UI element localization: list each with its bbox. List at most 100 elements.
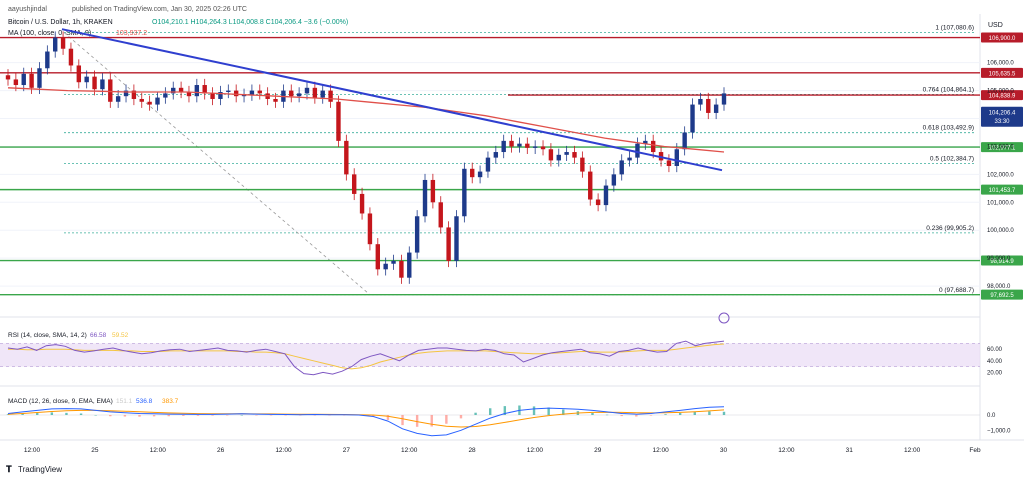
rsi-tick-label: 60.00 xyxy=(987,347,1003,353)
candle-body xyxy=(572,152,577,158)
level-badge xyxy=(981,90,1023,101)
macd-histogram-bar xyxy=(211,415,214,416)
macd-histogram-bar xyxy=(489,408,492,415)
candle-body xyxy=(359,193,365,214)
macd-histogram-bar xyxy=(123,415,127,417)
candle-body xyxy=(53,37,58,52)
macd-histogram-bar xyxy=(50,412,54,415)
macd-histogram-bar xyxy=(109,415,112,417)
candle-body xyxy=(351,174,357,194)
macd-histogram-bar xyxy=(664,414,667,415)
candle-body xyxy=(462,168,467,217)
candle-body xyxy=(383,263,388,270)
candle-body xyxy=(674,149,679,166)
symbol-title[interactable]: Bitcoin / U.S. Dollar, 1h, KRAKEN xyxy=(8,19,113,26)
time-tick-label: 12:00 xyxy=(904,447,921,454)
macd-histogram-bar xyxy=(79,413,83,415)
trendline[interactable] xyxy=(61,28,723,172)
macd-histogram-bar xyxy=(635,415,638,417)
candle-body xyxy=(257,90,262,94)
candle-body xyxy=(202,85,207,94)
macd-histogram-bar xyxy=(547,407,550,415)
price-tick-label: 101,000.0 xyxy=(987,200,1014,206)
candle-body xyxy=(178,87,184,92)
candle-body xyxy=(76,65,82,83)
rsi-title[interactable]: RSI (14, close, SMA, 14, 2) xyxy=(8,332,87,339)
candle-body xyxy=(698,98,703,105)
candle-body xyxy=(218,92,223,99)
candle-body xyxy=(45,51,50,69)
candle-body xyxy=(21,73,26,86)
macd-histogram-bar xyxy=(313,415,317,416)
macd-histogram-bar xyxy=(328,415,331,416)
macd-histogram-bar xyxy=(415,415,419,427)
candle-body xyxy=(611,174,617,186)
candle-body xyxy=(517,143,522,147)
macd-histogram-bar xyxy=(562,409,565,415)
macd-tick-label: 0.0 xyxy=(987,413,996,419)
alert-icon[interactable] xyxy=(718,312,730,324)
macd-histogram-bar xyxy=(65,412,68,415)
tradingview-logo[interactable]: 𝐓 TradingView xyxy=(6,464,62,474)
candle-body xyxy=(312,87,318,98)
macd-signal-value: 383.7 xyxy=(162,398,179,405)
candle-body xyxy=(375,244,381,270)
rsi-tick-label: 40.00 xyxy=(987,359,1003,365)
bearish-trendline[interactable] xyxy=(61,28,723,172)
macd-histogram-bar xyxy=(503,406,507,415)
candles xyxy=(5,31,727,284)
time-tick-label: 30 xyxy=(720,447,728,454)
candle-body xyxy=(603,185,609,206)
candle-body xyxy=(155,97,160,105)
candle-body xyxy=(336,101,341,141)
time-tick-label: 12:00 xyxy=(275,447,292,454)
candle-body xyxy=(540,146,546,150)
macd-line xyxy=(7,406,725,437)
macd-title[interactable]: MACD (12, 26, close, 9, EMA, EMA) xyxy=(8,398,113,405)
candle-body xyxy=(619,160,624,175)
time-tick-label: 12:00 xyxy=(778,447,795,454)
time-tick-label: 12:00 xyxy=(401,447,418,454)
candle-body xyxy=(422,179,428,217)
price-axis: 106,000.0105,000.0104,000.0103,000.0102,… xyxy=(981,61,1023,290)
candle-body xyxy=(493,152,499,158)
time-tick-label: 31 xyxy=(846,447,854,454)
candle-body xyxy=(320,90,325,98)
candle-body xyxy=(328,90,333,102)
rsi-value: 66.58 xyxy=(90,332,107,339)
candle-body xyxy=(186,92,192,97)
candle-body xyxy=(273,98,278,102)
last-price-badge xyxy=(981,106,1023,127)
candle-body xyxy=(289,90,294,97)
macd-histogram-bar xyxy=(372,415,375,417)
macd-histogram-bar xyxy=(152,415,156,417)
time-tick-label: 29 xyxy=(594,447,602,454)
level-badge-label: 104,838.9 xyxy=(989,94,1016,100)
level-badge xyxy=(981,289,1023,300)
macd-histogram-bar xyxy=(605,414,609,416)
ma-indicator-value: 103,937.2 xyxy=(116,30,147,37)
candle-body xyxy=(580,157,585,172)
candle-body xyxy=(84,76,89,83)
price-tick-label: 103,000.0 xyxy=(987,144,1014,150)
time-tick-label: 25 xyxy=(91,447,99,454)
level-badge-label: 105,635.5 xyxy=(989,71,1016,77)
candle-body xyxy=(249,90,255,95)
candle-body xyxy=(501,140,506,153)
macd-tick-label: −1,000.0 xyxy=(987,428,1011,434)
candle-body xyxy=(690,104,695,133)
fib-label: 0.764 (104,864.1) xyxy=(923,86,974,93)
candle-body xyxy=(627,157,632,161)
price-tick-label: 100,000.0 xyxy=(987,228,1014,234)
level-badge-label: 98,914.9 xyxy=(990,259,1014,265)
candle-body xyxy=(123,90,129,97)
last-price-countdown: 33:30 xyxy=(994,119,1010,125)
fib-label: 1 (107,080.6) xyxy=(935,25,974,32)
candle-body xyxy=(509,140,514,147)
candle-body xyxy=(470,168,475,178)
published-text: published on TradingView.com, Jan 30, 20… xyxy=(72,6,247,13)
candle-body xyxy=(304,87,310,94)
ma-indicator-label[interactable]: MA (100, close, 0, SMA, 9) xyxy=(8,30,91,37)
